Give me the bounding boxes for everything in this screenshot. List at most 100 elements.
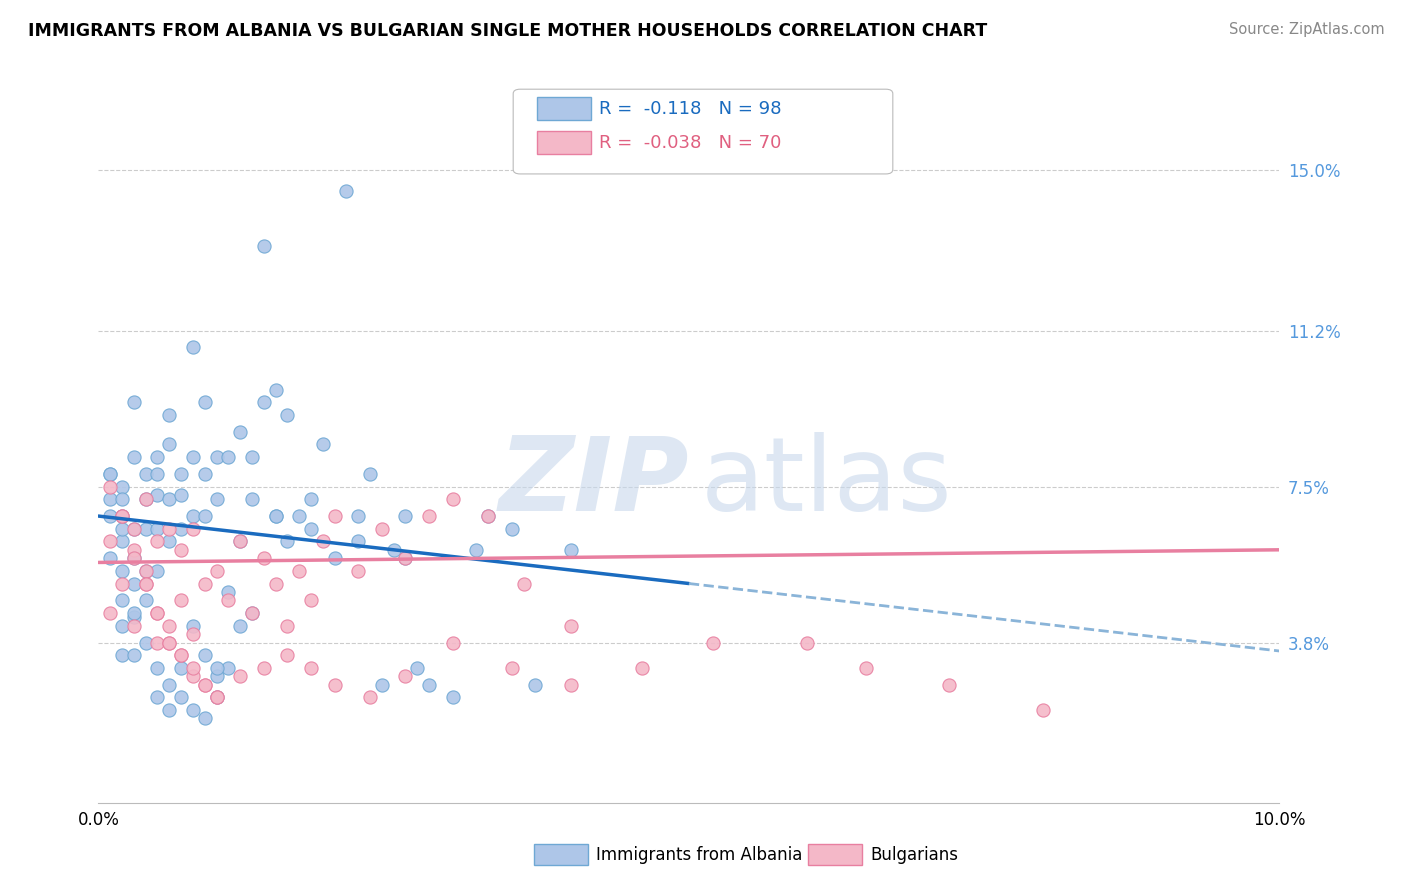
Point: [170, 522, 193, 536]
Point: [157, 492, 180, 507]
Point: [323, 551, 346, 566]
Point: [205, 690, 228, 705]
Point: [98, 467, 121, 481]
Point: [264, 383, 287, 397]
Point: [264, 509, 287, 524]
Point: [181, 450, 204, 464]
Point: [135, 635, 157, 649]
Point: [299, 661, 322, 675]
Point: [855, 661, 877, 675]
Point: [347, 564, 370, 578]
Point: [288, 509, 311, 524]
Point: [253, 239, 276, 253]
Point: [170, 648, 193, 663]
Point: [157, 635, 180, 649]
Point: [181, 509, 204, 524]
Point: [371, 522, 394, 536]
Point: [217, 450, 239, 464]
Point: [146, 450, 169, 464]
Point: [111, 492, 134, 507]
Point: [240, 492, 263, 507]
Point: [98, 479, 121, 493]
Point: [122, 450, 145, 464]
Point: [157, 534, 180, 549]
Point: [264, 509, 287, 524]
Point: [111, 509, 134, 524]
Point: [194, 648, 217, 663]
Point: [170, 661, 193, 675]
Point: [157, 703, 180, 717]
Point: [253, 661, 276, 675]
Point: [347, 509, 370, 524]
Point: [205, 690, 228, 705]
Point: [146, 534, 169, 549]
Point: [146, 606, 169, 620]
Point: [299, 593, 322, 607]
Point: [229, 618, 252, 632]
Point: [359, 690, 381, 705]
Point: [205, 564, 228, 578]
Point: [702, 635, 724, 649]
Point: [194, 678, 217, 692]
Point: [323, 678, 346, 692]
Text: Source: ZipAtlas.com: Source: ZipAtlas.com: [1229, 22, 1385, 37]
Point: [394, 669, 416, 683]
Point: [122, 551, 145, 566]
Point: [181, 703, 204, 717]
Point: [501, 661, 523, 675]
Point: [560, 542, 582, 557]
Point: [122, 542, 145, 557]
Point: [194, 711, 217, 725]
Point: [111, 509, 134, 524]
Point: [146, 467, 169, 481]
Point: [157, 678, 180, 692]
Point: [146, 661, 169, 675]
Point: [135, 492, 157, 507]
Point: [288, 564, 311, 578]
Point: [146, 522, 169, 536]
Point: [205, 450, 228, 464]
Point: [205, 492, 228, 507]
Text: R =  -0.118   N = 98: R = -0.118 N = 98: [599, 100, 782, 118]
Point: [371, 678, 394, 692]
Point: [1032, 703, 1054, 717]
Point: [382, 542, 405, 557]
Point: [146, 488, 169, 502]
Point: [111, 522, 134, 536]
Point: [170, 690, 193, 705]
Point: [217, 593, 239, 607]
Point: [122, 522, 145, 536]
Point: [217, 661, 239, 675]
Point: [170, 542, 193, 557]
Point: [194, 678, 217, 692]
Point: [418, 509, 440, 524]
Point: [111, 576, 134, 591]
Point: [98, 606, 121, 620]
Point: [181, 627, 204, 641]
Point: [146, 606, 169, 620]
Point: [299, 522, 322, 536]
Point: [122, 606, 145, 620]
Point: [170, 467, 193, 481]
Point: [194, 467, 217, 481]
Point: [122, 618, 145, 632]
Point: [229, 669, 252, 683]
Point: [122, 610, 145, 624]
Point: [194, 509, 217, 524]
Point: [157, 437, 180, 451]
Point: [394, 551, 416, 566]
Point: [205, 661, 228, 675]
Point: [157, 522, 180, 536]
Point: [111, 564, 134, 578]
Point: [135, 522, 157, 536]
Text: Immigrants from Albania: Immigrants from Albania: [596, 846, 803, 863]
Point: [111, 509, 134, 524]
Point: [217, 585, 239, 599]
Point: [418, 678, 440, 692]
Point: [406, 661, 429, 675]
Point: [524, 678, 547, 692]
Point: [299, 492, 322, 507]
Point: [181, 522, 204, 536]
Point: [98, 467, 121, 481]
Point: [98, 509, 121, 524]
